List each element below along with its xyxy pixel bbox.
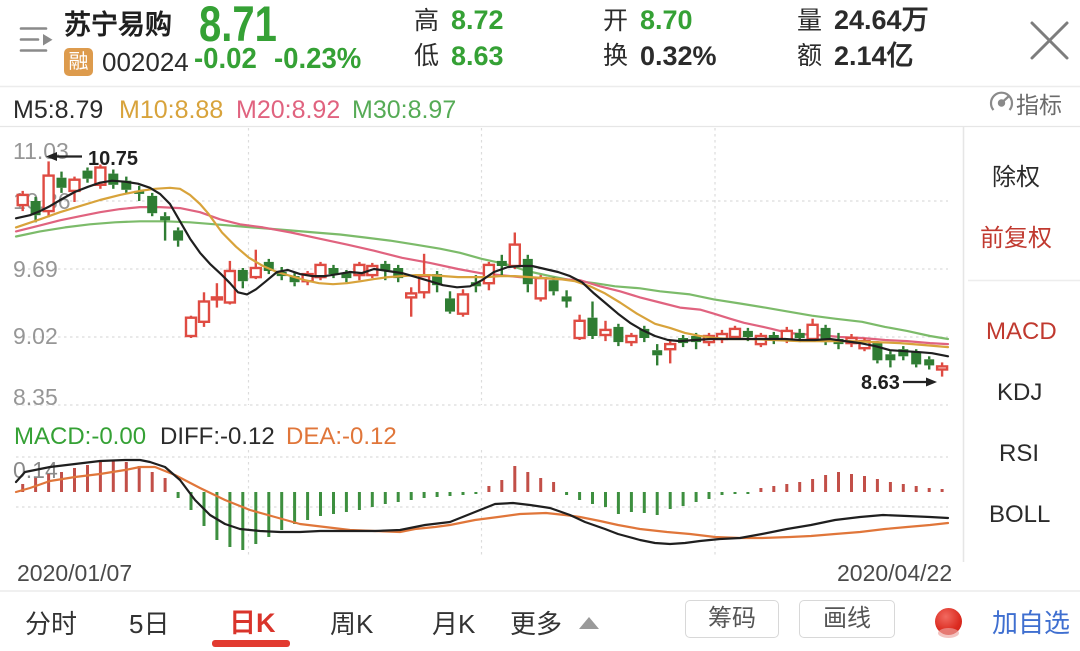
svg-text:9.02: 9.02 xyxy=(13,323,58,349)
svg-text:8.35: 8.35 xyxy=(13,384,58,410)
svg-text:9.69: 9.69 xyxy=(13,256,58,282)
svg-text:11.03: 11.03 xyxy=(13,138,69,164)
